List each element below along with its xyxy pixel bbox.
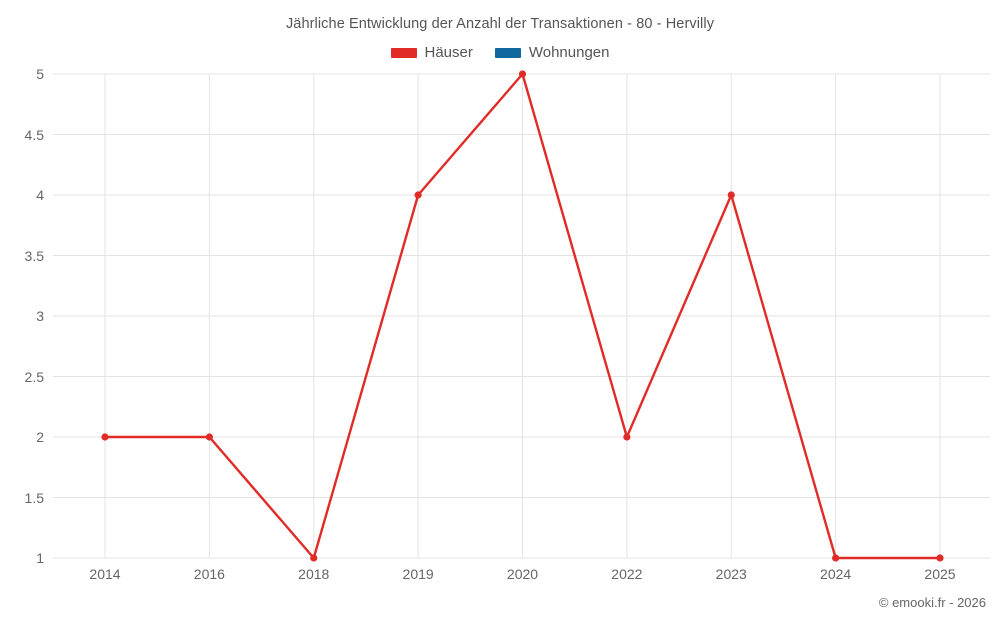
x-axis-tick-label: 2018 (298, 566, 330, 582)
legend-item-hauser[interactable]: Häuser (390, 44, 473, 61)
legend-label-wohnungen: Wohnungen (528, 44, 610, 61)
x-axis-tick-label: 2019 (402, 566, 434, 582)
y-axis-tick-label: 3.5 (24, 247, 44, 264)
y-axis-tick-label: 1.5 (24, 489, 44, 506)
x-axis-tick-label: 2025 (924, 566, 956, 582)
x-axis-tick-label: 2023 (715, 566, 747, 582)
legend-label-hauser: Häuser (424, 44, 473, 61)
y-axis-tick-label: 5 (36, 66, 44, 82)
legend-item-wohnungen[interactable]: Wohnungen (494, 44, 610, 61)
x-axis-tick-label: 2020 (506, 566, 539, 582)
y-axis-tick-label: 4.5 (24, 126, 44, 143)
copyright-footer: © emooki.fr - 2026 (878, 595, 986, 610)
x-axis-tick-label: 2014 (89, 566, 121, 582)
x-axis-tick-label: 2024 (820, 566, 852, 582)
x-axis-tick-labels: 2014 2016 2018 2019 2020 2022 2023 2024 2025 (53, 566, 990, 588)
x-axis-tick-label: 2016 (193, 566, 225, 582)
y-axis-tick-label: 2 (36, 429, 44, 445)
grid-lines-vertical (104, 74, 941, 558)
y-axis-tick-label: 1 (36, 550, 44, 566)
plot-svg (53, 70, 990, 562)
x-axis-tick-label: 2022 (611, 566, 643, 582)
grid-lines-horizontal (53, 73, 990, 559)
y-axis-tick-labels: 1 1.5 2 2.5 3 3.5 4 4.5 5 (0, 66, 44, 566)
legend-swatch-wohnungen (494, 47, 521, 58)
y-axis-tick-label: 2.5 (24, 368, 44, 385)
y-axis-tick-label: 3 (36, 308, 44, 324)
chart-legend: Häuser Wohnungen (0, 44, 1000, 61)
chart-title: Jährliche Entwicklung der Anzahl der Tra… (285, 16, 715, 32)
legend-swatch-hauser (390, 47, 417, 58)
plot-area (53, 70, 990, 562)
y-axis-tick-label: 4 (36, 187, 44, 203)
series-markers (101, 70, 944, 562)
